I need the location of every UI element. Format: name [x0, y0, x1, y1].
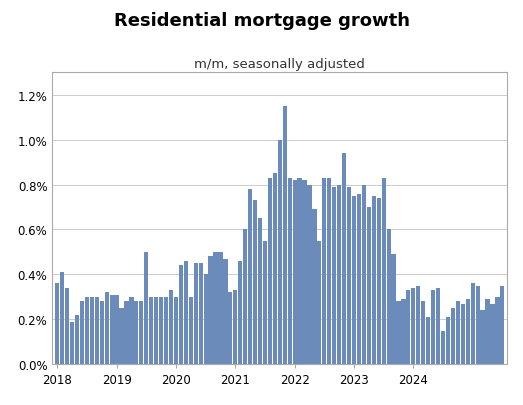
Bar	[347, 187, 351, 364]
Bar	[174, 297, 178, 364]
Bar	[268, 178, 272, 364]
Bar	[263, 241, 267, 364]
Bar	[322, 178, 326, 364]
Bar	[377, 198, 381, 364]
Bar	[308, 185, 312, 364]
Bar	[179, 266, 183, 364]
Text: Residential mortgage growth: Residential mortgage growth	[113, 12, 410, 30]
Bar	[203, 275, 208, 364]
Bar	[189, 297, 193, 364]
Bar	[446, 318, 450, 365]
Bar	[327, 178, 332, 364]
Bar	[139, 302, 143, 365]
Bar	[253, 201, 257, 364]
Bar	[416, 286, 420, 364]
Bar	[288, 178, 292, 364]
Bar	[401, 299, 405, 364]
Bar	[471, 284, 475, 364]
Bar	[431, 290, 435, 364]
Bar	[119, 309, 123, 364]
Title: m/m, seasonally adjusted: m/m, seasonally adjusted	[195, 58, 365, 70]
Bar	[357, 194, 361, 364]
Bar	[75, 315, 79, 364]
Bar	[164, 297, 168, 364]
Bar	[65, 288, 69, 365]
Bar	[332, 187, 336, 364]
Bar	[302, 181, 306, 364]
Bar	[238, 261, 242, 364]
Bar	[396, 302, 401, 365]
Bar	[109, 295, 113, 364]
Bar	[481, 311, 485, 364]
Bar	[199, 264, 203, 364]
Bar	[362, 185, 366, 364]
Bar	[426, 318, 430, 365]
Bar	[282, 107, 287, 364]
Bar	[213, 252, 218, 364]
Bar	[475, 286, 480, 364]
Bar	[441, 331, 445, 364]
Bar	[169, 290, 173, 364]
Bar	[317, 241, 322, 364]
Bar	[465, 299, 470, 364]
Bar	[485, 299, 490, 364]
Bar	[194, 264, 198, 364]
Bar	[406, 290, 411, 364]
Bar	[124, 302, 129, 365]
Bar	[495, 297, 499, 364]
Bar	[312, 210, 316, 364]
Bar	[243, 230, 247, 364]
Bar	[184, 261, 188, 364]
Bar	[372, 196, 376, 364]
Bar	[233, 290, 237, 364]
Bar	[60, 273, 64, 364]
Bar	[105, 293, 109, 364]
Bar	[278, 140, 282, 364]
Bar	[258, 219, 262, 364]
Bar	[436, 288, 440, 365]
Bar	[55, 284, 59, 364]
Bar	[95, 297, 99, 364]
Bar	[223, 259, 228, 364]
Bar	[228, 293, 232, 364]
Bar	[461, 304, 465, 364]
Bar	[421, 302, 425, 365]
Bar	[342, 153, 346, 364]
Bar	[70, 322, 74, 364]
Bar	[159, 297, 163, 364]
Bar	[100, 302, 104, 365]
Bar	[248, 190, 252, 364]
Bar	[115, 295, 119, 364]
Bar	[85, 297, 89, 364]
Bar	[456, 302, 460, 365]
Bar	[144, 252, 149, 364]
Bar	[292, 181, 297, 364]
Bar	[491, 304, 495, 364]
Bar	[382, 178, 386, 364]
Bar	[273, 174, 277, 364]
Bar	[352, 196, 356, 364]
Bar	[367, 207, 371, 364]
Bar	[154, 297, 158, 364]
Bar	[149, 297, 153, 364]
Bar	[219, 252, 223, 364]
Bar	[80, 302, 84, 365]
Bar	[209, 257, 213, 364]
Bar	[129, 297, 133, 364]
Bar	[90, 297, 94, 364]
Bar	[501, 286, 505, 364]
Bar	[134, 302, 139, 365]
Bar	[411, 288, 415, 365]
Bar	[451, 309, 455, 364]
Bar	[391, 255, 396, 364]
Bar	[298, 178, 302, 364]
Bar	[386, 230, 391, 364]
Bar	[337, 185, 341, 364]
